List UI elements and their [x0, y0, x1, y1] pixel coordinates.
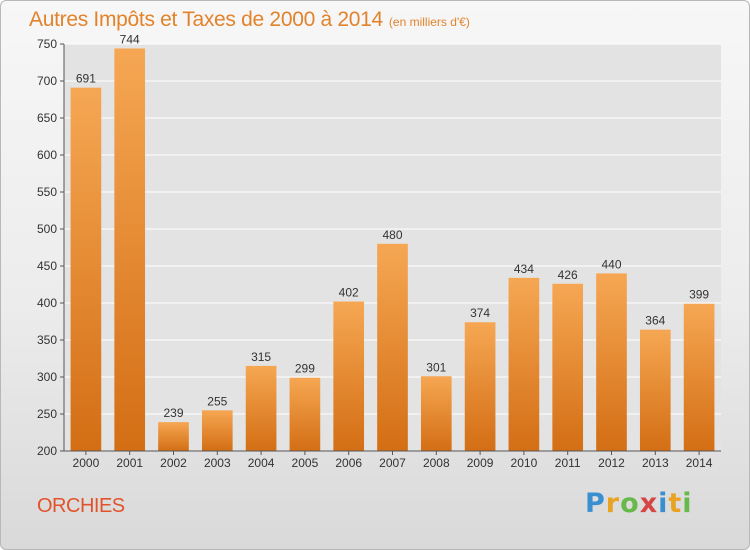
- data-label: 301: [426, 360, 446, 374]
- logo-letter: t: [668, 488, 683, 519]
- x-tick-label: 2014: [686, 456, 713, 470]
- x-tick-label: 2005: [292, 456, 319, 470]
- y-tick-label: 400: [37, 296, 57, 310]
- x-tick-label: 2009: [467, 456, 494, 470]
- x-tick-label: 2008: [423, 456, 450, 470]
- bar: [70, 87, 102, 451]
- y-tick-label: 650: [37, 111, 57, 125]
- bar: [333, 301, 365, 451]
- data-label: 426: [558, 268, 578, 282]
- bar: [508, 277, 540, 451]
- data-label: 315: [251, 350, 271, 364]
- data-label: 299: [295, 362, 315, 376]
- x-tick-label: 2011: [555, 456, 581, 470]
- data-label: 480: [382, 228, 402, 242]
- bar: [596, 273, 627, 451]
- data-label: 402: [339, 286, 359, 300]
- y-tick-label: 700: [37, 74, 57, 88]
- bar: [114, 48, 146, 451]
- x-tick-label: 2006: [335, 456, 362, 470]
- x-tick-label: 2000: [73, 456, 100, 470]
- y-tick-label: 750: [37, 37, 57, 51]
- logo-letter: o: [620, 488, 640, 519]
- chart-subtitle: (en milliers d'€): [388, 15, 470, 29]
- y-tick-label: 550: [37, 185, 57, 199]
- data-label: 691: [76, 72, 96, 86]
- x-tick-label: 2012: [598, 456, 625, 470]
- y-tick-label: 450: [37, 259, 57, 273]
- data-label: 255: [207, 394, 227, 408]
- x-tick-label: 2003: [204, 456, 231, 470]
- logo-letter: i: [658, 488, 669, 519]
- bar: [683, 303, 715, 451]
- data-label: 744: [120, 32, 140, 46]
- bar: [420, 376, 452, 451]
- y-tick-label: 500: [37, 222, 57, 236]
- logo-letter: r: [605, 488, 621, 519]
- x-tick-label: 2010: [511, 456, 538, 470]
- y-tick-label: 600: [37, 148, 57, 162]
- chart-title: Autres Impôts et Taxes de 2000 à 2014 (en…: [29, 8, 470, 32]
- x-tick-label: 2002: [160, 456, 187, 470]
- y-tick-label: 200: [37, 444, 57, 458]
- logo-letter: i: [682, 488, 693, 519]
- proxiti-logo: Proxiti: [585, 488, 693, 519]
- bar: [639, 329, 671, 451]
- bar: [377, 243, 408, 451]
- bar: [289, 377, 321, 451]
- chart-title-text: Autres Impôts et Taxes de 2000 à 2014: [29, 8, 383, 31]
- data-label: 440: [601, 257, 621, 271]
- data-label: 434: [514, 262, 534, 276]
- bar: [552, 283, 584, 451]
- bar: [201, 410, 233, 451]
- data-label: 399: [689, 288, 709, 302]
- logo-letter: P: [585, 488, 606, 519]
- x-tick-label: 2004: [248, 456, 275, 470]
- y-tick-label: 300: [37, 370, 57, 384]
- bar: [464, 322, 496, 451]
- x-tick-label: 2007: [379, 456, 406, 470]
- data-label: 364: [645, 314, 665, 328]
- x-tick-label: 2013: [642, 456, 669, 470]
- logo-letter: x: [639, 488, 659, 519]
- x-tick-label: 2001: [116, 456, 143, 470]
- y-tick-label: 250: [37, 407, 57, 421]
- data-label: 239: [163, 406, 183, 420]
- data-label: 374: [470, 306, 490, 320]
- bar: [158, 422, 189, 451]
- location-label: ORCHIES: [37, 495, 125, 517]
- y-tick-label: 350: [37, 333, 57, 347]
- bar: [245, 365, 277, 451]
